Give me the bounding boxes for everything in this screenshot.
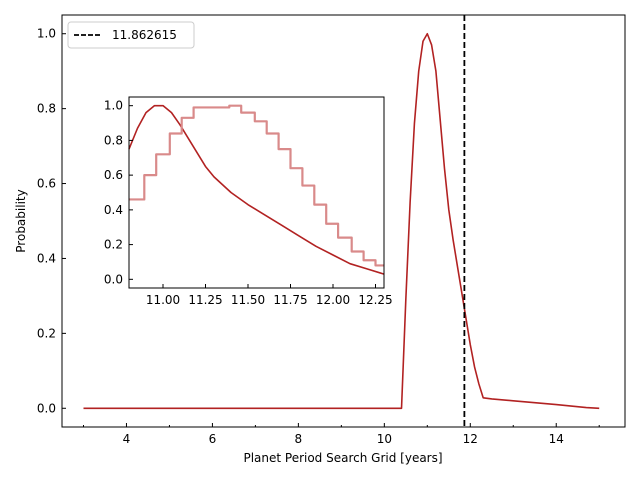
inset-x-tick-label: 12.25	[358, 293, 392, 307]
inset-y-tick-label: 0.6	[104, 168, 123, 182]
inset-series-curve	[128, 104, 385, 275]
main-y-tick-label: 1.0	[37, 27, 56, 41]
main-x-tick-label: 12	[463, 432, 478, 446]
main-series-group	[83, 15, 600, 427]
inset-x-tick-label: 11.75	[273, 293, 307, 307]
main-plot: 4 6 8 10 12 14 0.0 0.2 0.4 0.6 0.8 1.0 Planet Peri…	[14, 14, 626, 465]
inset-series-step-line	[129, 104, 384, 267]
inset-y-tick-label: 1.0	[104, 99, 123, 113]
main-x-tick-label: 4	[123, 432, 131, 446]
inset-axes-frame	[128, 96, 385, 289]
main-x-tick-label: 14	[549, 432, 564, 446]
inset-x-ticks: 11.00 11.25 11.50 11.75 12.00 12.25	[146, 284, 393, 307]
inset-x-tick-label: 11.25	[188, 293, 222, 307]
main-series-curve	[83, 32, 600, 410]
main-y-tick-label: 0.2	[37, 326, 56, 340]
y-axis-label: Probability	[14, 189, 28, 252]
main-x-ticks: 4 6 8 10 12 14	[82, 423, 600, 446]
main-x-tick-label: 6	[209, 432, 217, 446]
legend-box	[67, 21, 195, 49]
inset-series-group	[128, 104, 385, 275]
legend: 11.862615	[67, 21, 195, 49]
inset-y-tick-label: 0.0	[104, 272, 123, 286]
inset-y-tick-label: 0.2	[104, 238, 123, 252]
legend-entry-label: 11.862615	[112, 28, 177, 42]
inset-x-tick-label: 12.00	[316, 293, 350, 307]
inset-y-tick-label: 0.8	[104, 133, 123, 147]
main-y-tick-label: 0.6	[37, 177, 56, 191]
main-x-tick-label: 10	[377, 432, 392, 446]
inset-y-tick-label: 0.4	[104, 203, 123, 217]
inset-x-tick-label: 11.00	[146, 293, 180, 307]
inset-background	[129, 97, 384, 288]
main-axes-frame	[61, 14, 626, 428]
x-axis-label: Planet Period Search Grid [years]	[243, 451, 442, 465]
main-y-tick-label: 0.0	[37, 401, 56, 415]
main-x-tick-label: 8	[295, 432, 303, 446]
inset-y-ticks: 0.0 0.2 0.4 0.6 0.8 1.0	[104, 99, 133, 286]
inset-x-tick-label: 11.50	[231, 293, 265, 307]
main-y-tick-label: 0.8	[37, 102, 56, 116]
main-y-tick-label: 0.4	[37, 251, 56, 265]
inset-plot: 11.00 11.25 11.50 11.75 12.00 12.25 0.0 0.2 0.4…	[104, 96, 393, 307]
main-y-ticks: 0.0 0.2 0.4 0.6 0.8 1.0	[37, 27, 66, 415]
